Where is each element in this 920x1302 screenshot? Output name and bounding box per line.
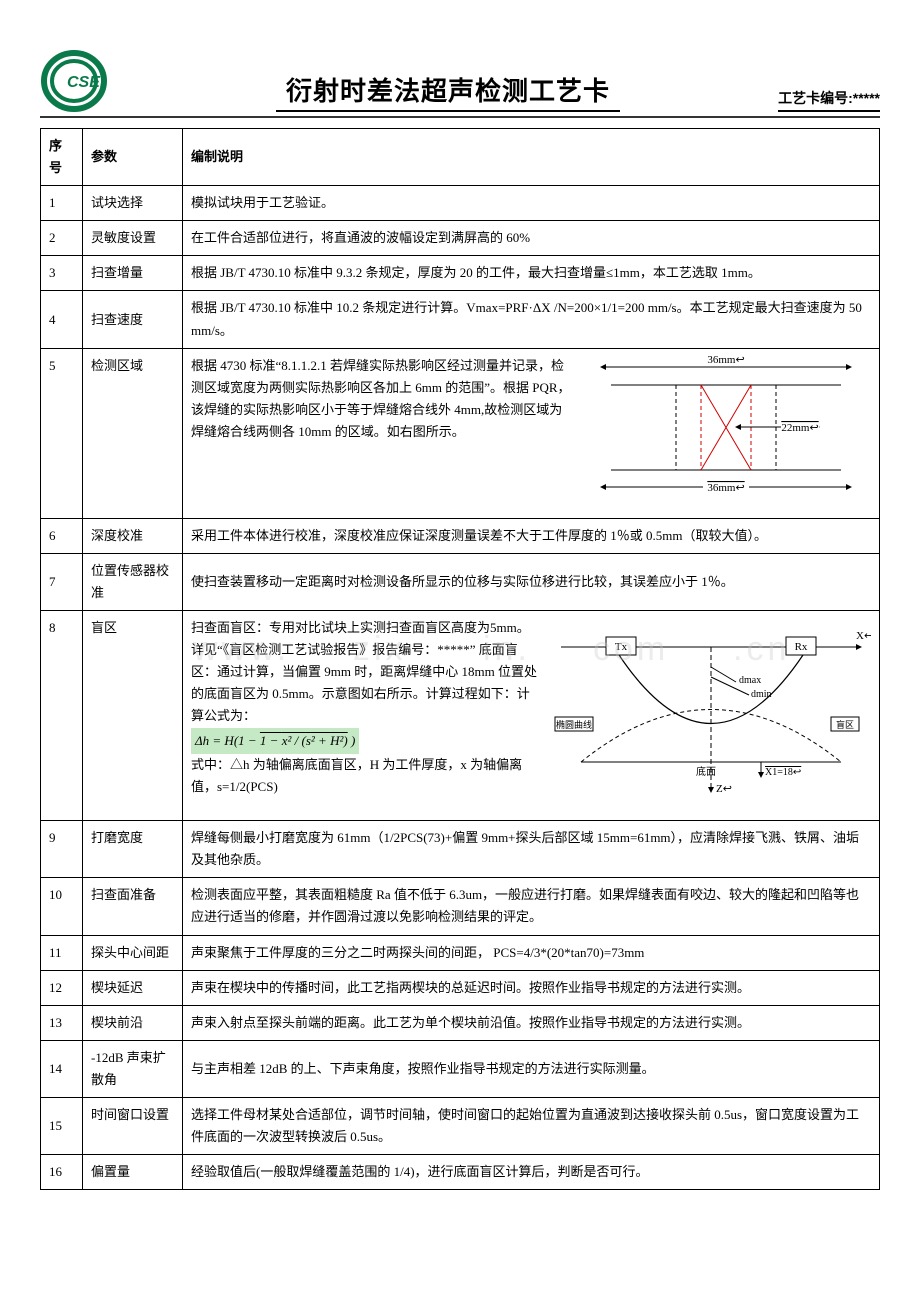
col-param: 参数: [83, 129, 183, 186]
table-row: 8 盲区 www. zix in. com .cn 扫查面盲区：专用对比试块上实…: [41, 611, 880, 821]
table-row: 5 检测区域 根据 4730 标准“8.1.1.2.1 若焊缝实际热影响区经过测…: [41, 348, 880, 518]
svg-text:36mm↩: 36mm↩: [707, 355, 744, 366]
desc-text: 根据 4730 标准“8.1.1.2.1 若焊缝实际热影响区经过测量并记录，检测…: [191, 355, 571, 443]
blind-zone-diagram: X↩ Tx Rx Z↩ dmax dmin 椭圆曲线: [551, 617, 871, 814]
table-row: 4扫查速度根据 JB/T 4730.10 标准中 10.2 条规定进行计算。Vm…: [41, 291, 880, 348]
svg-text:Z↩: Z↩: [716, 783, 732, 795]
svg-text:dmax: dmax: [739, 675, 761, 686]
svg-text:X1=18↩: X1=18↩: [765, 767, 801, 778]
table-row: 12楔块延迟声束在楔块中的传播时间，此工艺指两楔块的总延迟时间。按照作业指导书规…: [41, 970, 880, 1005]
logo-text: CSEI: [67, 74, 105, 91]
svg-text:盲区: 盲区: [836, 719, 854, 730]
svg-text:Rx: Rx: [795, 641, 808, 653]
process-table: 序号 参数 编制说明 1试块选择模拟试块用于工艺验证。 2灵敏度设置在工件合适部…: [40, 128, 880, 1190]
logo: CSEI: [40, 50, 118, 112]
table-row: 1试块选择模拟试块用于工艺验证。: [41, 186, 880, 221]
table-header-row: 序号 参数 编制说明: [41, 129, 880, 186]
table-row: 13楔块前沿声束入射点至探头前端的距离。此工艺为单个楔块前沿值。按照作业指导书规…: [41, 1005, 880, 1040]
table-row: 3扫查增量根据 JB/T 4730.10 标准中 9.3.2 条规定，厚度为 2…: [41, 256, 880, 291]
table-row: 16偏置量经验取值后(一般取焊缝覆盖范围的 1/4)，进行底面盲区计算后，判断是…: [41, 1155, 880, 1190]
weld-zone-diagram: 36mm↩ 22mm↩: [581, 355, 871, 512]
table-row: 14-12dB 声束扩散角与主声相差 12dB 的上、下声束角度，按照作业指导书…: [41, 1040, 880, 1097]
header: CSEI 衍射时差法超声检测工艺卡 工艺卡编号:*****: [40, 50, 880, 118]
svg-text:X↩: X↩: [856, 630, 871, 642]
title-block: 衍射时差法超声检测工艺卡: [138, 71, 758, 112]
col-desc: 编制说明: [183, 129, 880, 186]
svg-text:dmin: dmin: [751, 689, 772, 700]
table-row: 10扫查面准备检测表面应平整，其表面粗糙度 Ra 值不低于 6.3um，一般应进…: [41, 878, 880, 935]
page-title: 衍射时差法超声检测工艺卡: [276, 71, 620, 112]
table-row: 9打磨宽度焊缝每侧最小打磨宽度为 61mm（1/2PCS(73)+偏置 9mm+…: [41, 821, 880, 878]
svg-text:底面: 底面: [696, 765, 716, 778]
svg-text:Tx: Tx: [615, 641, 628, 653]
col-seq: 序号: [41, 129, 83, 186]
svg-text:36mm↩: 36mm↩: [707, 482, 744, 494]
svg-text:22mm↩: 22mm↩: [781, 422, 818, 434]
table-row: 6深度校准采用工件本体进行校准，深度校准应保证深度测量误差不大于工件厚度的 1％…: [41, 518, 880, 553]
card-number: 工艺卡编号:*****: [778, 88, 880, 112]
table-row: 11探头中心间距声束聚焦于工件厚度的三分之二时两探头间的间距， PCS=4/3*…: [41, 935, 880, 970]
table-row: 7位置传感器校准使扫查装置移动一定距离时对检测设备所显示的位移与实际位移进行比较…: [41, 553, 880, 610]
svg-text:椭圆曲线: 椭圆曲线: [556, 719, 592, 730]
desc-text: 扫查面盲区：专用对比试块上实测扫查面盲区高度为5mm。详见“《盲区检测工艺试验报…: [191, 617, 541, 798]
formula: Δh = H(1 − 1 − x² / (s² + H²) ): [191, 728, 359, 754]
table-row: 2灵敏度设置在工件合适部位进行，将直通波的波幅设定到满屏高的 60%: [41, 221, 880, 256]
table-row: 15时间窗口设置选择工件母材某处合适部位，调节时间轴，使时间窗口的起始位置为直通…: [41, 1097, 880, 1154]
